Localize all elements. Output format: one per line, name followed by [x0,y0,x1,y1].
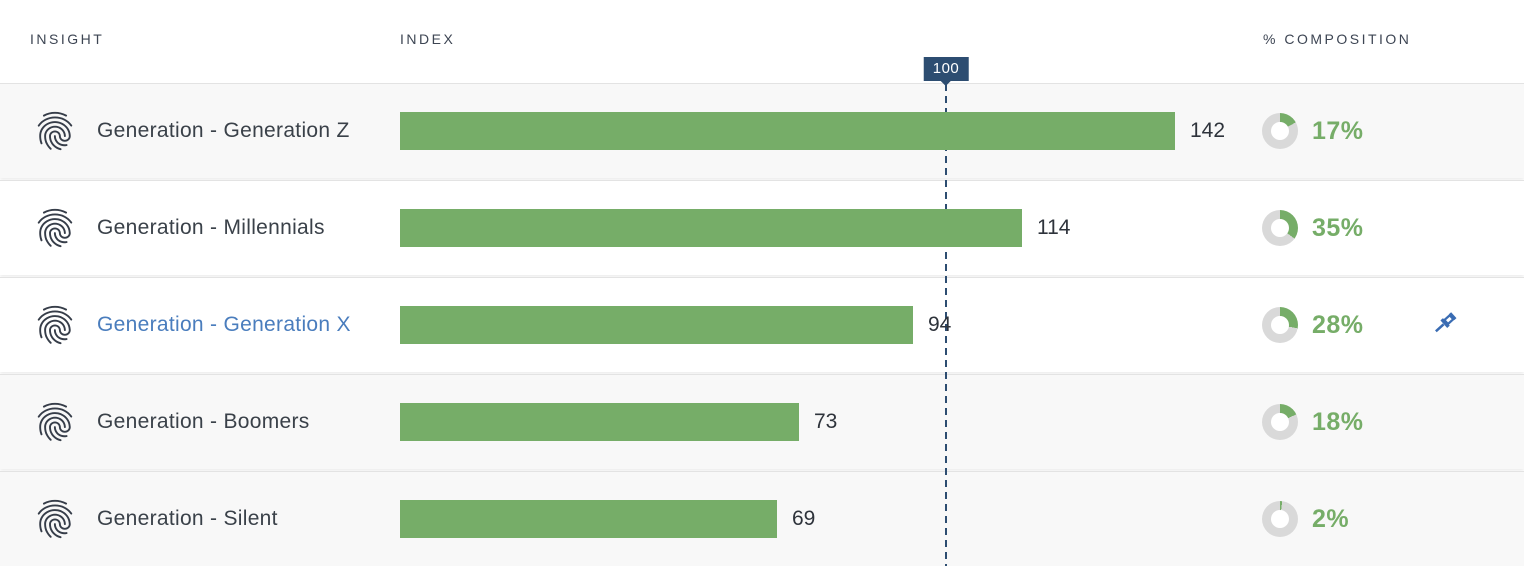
insight-row[interactable]: Generation - Generation Z 142 17% [0,84,1524,178]
insight-row[interactable]: Generation - Silent 69 2% [0,472,1524,566]
index-value: 94 [928,313,952,336]
column-header-insight: INSIGHT [30,31,105,47]
composition-donut-hole [1271,122,1289,140]
insight-row[interactable]: Generation - Boomers 73 18% [0,375,1524,469]
insight-label[interactable]: Generation - Silent [97,507,278,530]
index-bar [400,209,1022,247]
reference-line [945,84,947,566]
column-header-index: INDEX [400,31,456,47]
index-bar [400,306,913,344]
composition-donut [1262,113,1298,149]
index-value: 114 [1037,216,1071,239]
fingerprint-icon [32,205,78,251]
composition-percentage: 35% [1312,213,1364,242]
composition-percentage: 28% [1312,310,1364,339]
fingerprint-icon [32,496,78,542]
composition-donut-hole [1271,413,1289,431]
pin-icon[interactable] [1428,308,1460,340]
insight-label[interactable]: Generation - Boomers [97,410,310,433]
composition-percentage: 2% [1312,504,1350,533]
index-bar [400,112,1175,150]
composition-donut [1262,501,1298,537]
composition-donut-hole [1271,219,1289,237]
reference-value-badge: 100 [923,57,969,81]
index-value: 69 [792,507,816,530]
index-value: 73 [814,410,838,433]
index-bar [400,500,777,538]
insight-label[interactable]: Generation - Generation X [97,313,351,336]
fingerprint-icon [32,108,78,154]
composition-donut-hole [1271,510,1289,528]
insight-row[interactable]: Generation - Millennials 114 35% [0,181,1524,275]
composition-donut-hole [1271,316,1289,334]
composition-donut [1262,307,1298,343]
rows: Generation - Generation Z 142 17% [0,84,1524,566]
fingerprint-icon [32,399,78,445]
column-header-bar: INSIGHT INDEX % COMPOSITION [0,0,1524,84]
index-bar [400,403,799,441]
composition-donut [1262,404,1298,440]
composition-donut [1262,210,1298,246]
index-value: 142 [1190,119,1226,142]
fingerprint-icon [32,302,78,348]
composition-percentage: 17% [1312,116,1364,145]
insight-label[interactable]: Generation - Millennials [97,216,325,239]
composition-percentage: 18% [1312,407,1364,436]
column-header-composition: % COMPOSITION [1263,31,1412,47]
insight-label[interactable]: Generation - Generation Z [97,119,350,142]
insight-row[interactable]: Generation - Generation X 94 28% [0,278,1524,372]
